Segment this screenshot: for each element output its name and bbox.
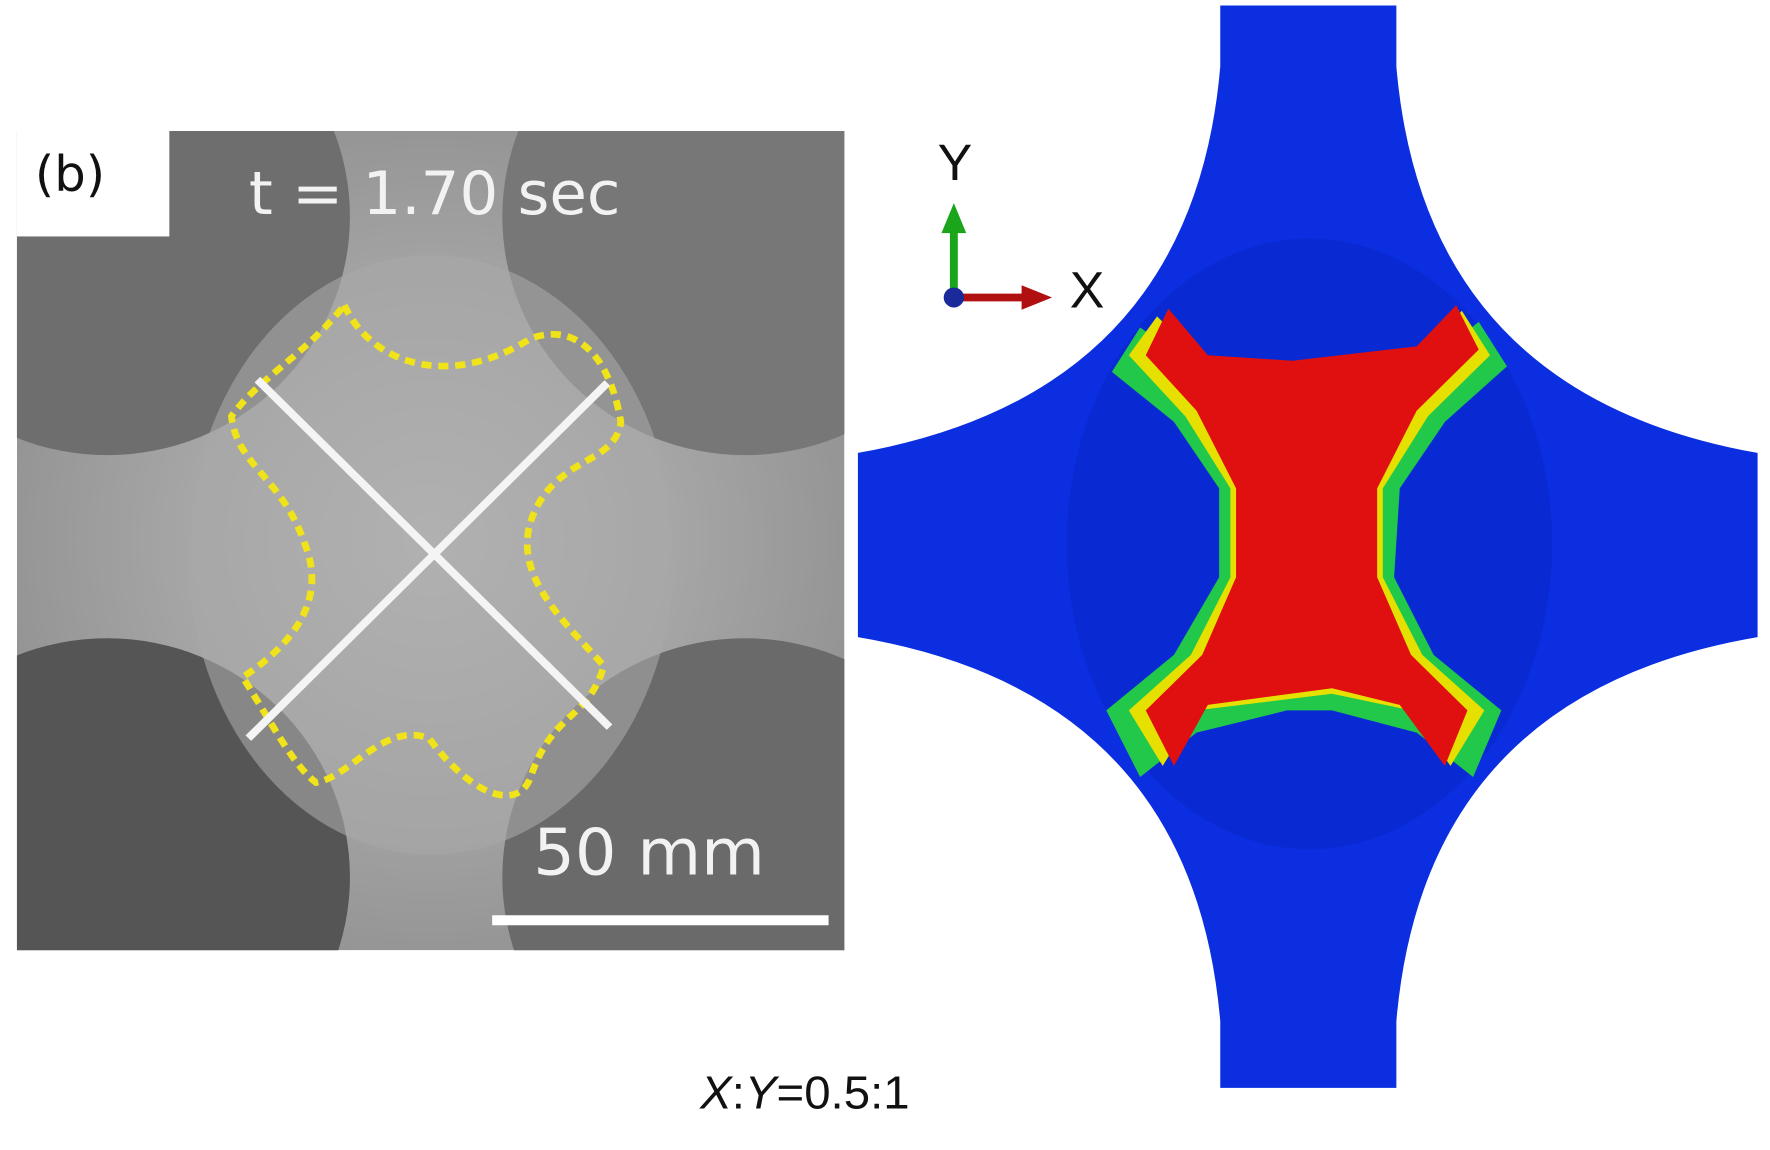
ratio-label: X:Y=0.5:1 [699, 1066, 910, 1119]
z-axis [943, 287, 965, 308]
axis-y-label: Y [938, 133, 973, 191]
ratio-value: =0.5:1 [777, 1066, 910, 1119]
ratio-x: X [699, 1066, 733, 1119]
scale-bar-label: 50 mm [533, 816, 765, 890]
label-box [16, 130, 170, 237]
red-region [1145, 305, 1479, 766]
axis-x-label: X [1070, 261, 1105, 319]
simulation: Y X [857, 5, 1758, 1088]
x-arrow-head [1021, 285, 1053, 310]
ratio-separator: : [732, 1066, 745, 1119]
photo: t = 1.70 sec 50 mm [16, 130, 845, 951]
y-arrow-head [941, 203, 967, 234]
time-label: t = 1.70 sec [249, 160, 621, 229]
flow-front-outline [227, 298, 625, 799]
diagonal-line [245, 380, 611, 741]
panel-label: (b) [35, 145, 105, 203]
ratio-y: Y [745, 1066, 780, 1119]
